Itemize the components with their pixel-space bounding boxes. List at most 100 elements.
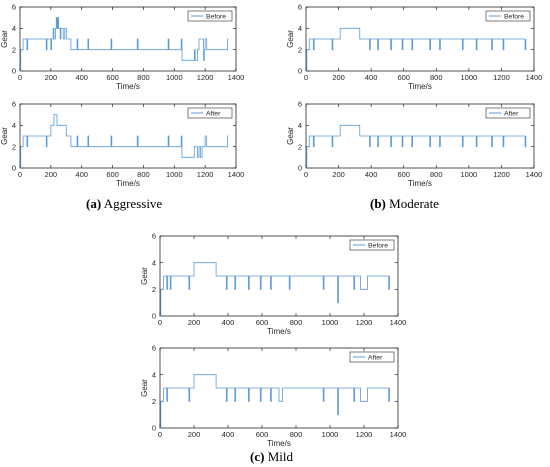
- y-tick-label: 6: [152, 232, 156, 241]
- x-tick-label: 400: [222, 318, 235, 327]
- x-tick-label: 1000: [461, 73, 478, 82]
- series-line-after: [20, 114, 229, 169]
- y-tick-label: 0: [152, 424, 156, 433]
- x-tick-label: 400: [222, 430, 235, 439]
- y-tick-label: 4: [152, 370, 156, 379]
- x-tick-label: 0: [18, 170, 22, 179]
- legend: After: [187, 107, 233, 119]
- x-tick-label: 1200: [197, 73, 214, 82]
- y-tick-label: 6: [152, 344, 156, 353]
- legend-label: Before: [368, 242, 388, 249]
- caption-a-letter: (a): [86, 196, 102, 211]
- y-axis-label: Gear: [286, 30, 295, 48]
- y-tick-label: 4: [298, 24, 302, 33]
- x-tick-label: 600: [256, 318, 269, 327]
- x-axis-label: Time/s: [267, 327, 291, 336]
- series-line-before: [306, 27, 527, 72]
- legend: After: [349, 351, 395, 363]
- x-tick-label: 1200: [197, 170, 214, 179]
- x-axis-label: Time/s: [116, 82, 140, 91]
- legend: Before: [485, 10, 531, 22]
- y-tick-label: 0: [152, 312, 156, 321]
- x-tick-label: 200: [332, 73, 345, 82]
- x-tick-label: 600: [397, 73, 410, 82]
- y-tick-label: 6: [12, 100, 16, 109]
- x-tick-label: 200: [332, 170, 345, 179]
- chart-panel-c-top: 0 200 400 600 800 1000 1200 1400 0 2 4 6 Time/s Gear B…: [140, 232, 406, 336]
- x-tick-label: 1400: [526, 170, 543, 179]
- x-tick-label: 0: [18, 73, 22, 82]
- x-tick-label: 800: [290, 430, 303, 439]
- chart-panel-a-bottom: 0 200 400 600 800 1000 1200 1400 0 2 4 6 Time/s Gear A…: [0, 100, 244, 188]
- y-axis-label: Gear: [140, 379, 149, 397]
- caption-a-text: Aggressive: [103, 196, 163, 211]
- x-tick-label: 0: [304, 170, 308, 179]
- y-tick-label: 4: [12, 24, 16, 33]
- x-tick-label: 1000: [166, 73, 183, 82]
- x-tick-label: 200: [45, 170, 58, 179]
- y-tick-label: 0: [12, 164, 16, 173]
- x-tick-label: 1000: [322, 430, 339, 439]
- y-tick-label: 2: [298, 142, 302, 151]
- x-tick-label: 400: [365, 170, 378, 179]
- x-tick-label: 600: [256, 430, 269, 439]
- x-tick-label: 200: [45, 73, 58, 82]
- x-tick-label: 800: [430, 73, 443, 82]
- x-tick-label: 1200: [356, 430, 373, 439]
- caption-b-letter: (b): [370, 196, 386, 211]
- x-tick-label: 400: [365, 73, 378, 82]
- y-tick-label: 6: [298, 100, 302, 109]
- x-axis-label: Time/s: [408, 179, 432, 188]
- legend: Before: [349, 239, 395, 251]
- y-axis-label: Gear: [140, 267, 149, 285]
- x-tick-label: 1000: [166, 170, 183, 179]
- x-tick-label: 1000: [461, 170, 478, 179]
- legend-box: [485, 10, 531, 22]
- series-line-after: [306, 124, 527, 169]
- x-tick-label: 200: [188, 318, 201, 327]
- x-tick-label: 600: [106, 73, 119, 82]
- legend: After: [485, 107, 531, 119]
- x-tick-label: 800: [430, 170, 443, 179]
- legend-label: Before: [206, 13, 226, 20]
- y-tick-label: 0: [12, 67, 16, 76]
- chart-panel-b-bottom: 0 200 400 600 800 1000 1200 1400 0 2 4 6 Time/s Gear A…: [286, 100, 542, 188]
- x-tick-label: 800: [137, 170, 150, 179]
- x-tick-label: 1400: [228, 73, 245, 82]
- y-axis-label: Gear: [286, 127, 295, 145]
- x-tick-label: 1000: [322, 318, 339, 327]
- caption-a: (a) Aggressive: [86, 196, 162, 212]
- y-tick-label: 6: [298, 3, 302, 12]
- y-tick-label: 0: [298, 67, 302, 76]
- x-tick-label: 0: [304, 73, 308, 82]
- legend-box: [349, 351, 395, 363]
- x-tick-label: 1200: [356, 318, 373, 327]
- y-axis-label: Gear: [0, 30, 9, 48]
- y-tick-label: 2: [152, 397, 156, 406]
- caption-c: (c) Mild: [250, 449, 293, 465]
- x-tick-label: 800: [290, 318, 303, 327]
- y-axis-label: Gear: [0, 127, 9, 145]
- y-tick-label: 2: [12, 45, 16, 54]
- x-tick-label: 1200: [493, 73, 510, 82]
- x-axis-label: Time/s: [267, 439, 291, 448]
- y-tick-label: 6: [12, 3, 16, 12]
- x-tick-label: 600: [397, 170, 410, 179]
- legend-box: [349, 239, 395, 251]
- x-tick-label: 0: [158, 318, 162, 327]
- legend-label: Before: [504, 13, 524, 20]
- legend-label: After: [504, 110, 519, 117]
- y-tick-label: 2: [298, 45, 302, 54]
- x-tick-label: 400: [75, 73, 88, 82]
- chart-panel-c-bottom: 0 200 400 600 800 1000 1200 1400 0 2 4 6 Time/s Gear A…: [140, 344, 406, 448]
- legend-box: [187, 10, 233, 22]
- legend-label: After: [206, 110, 221, 117]
- x-tick-label: 1400: [390, 318, 407, 327]
- y-tick-label: 4: [298, 121, 302, 130]
- x-tick-label: 0: [158, 430, 162, 439]
- series-line-after: [160, 374, 390, 429]
- legend: Before: [187, 10, 233, 22]
- caption-b-text: Moderate: [389, 196, 439, 211]
- series-line-before: [160, 262, 390, 317]
